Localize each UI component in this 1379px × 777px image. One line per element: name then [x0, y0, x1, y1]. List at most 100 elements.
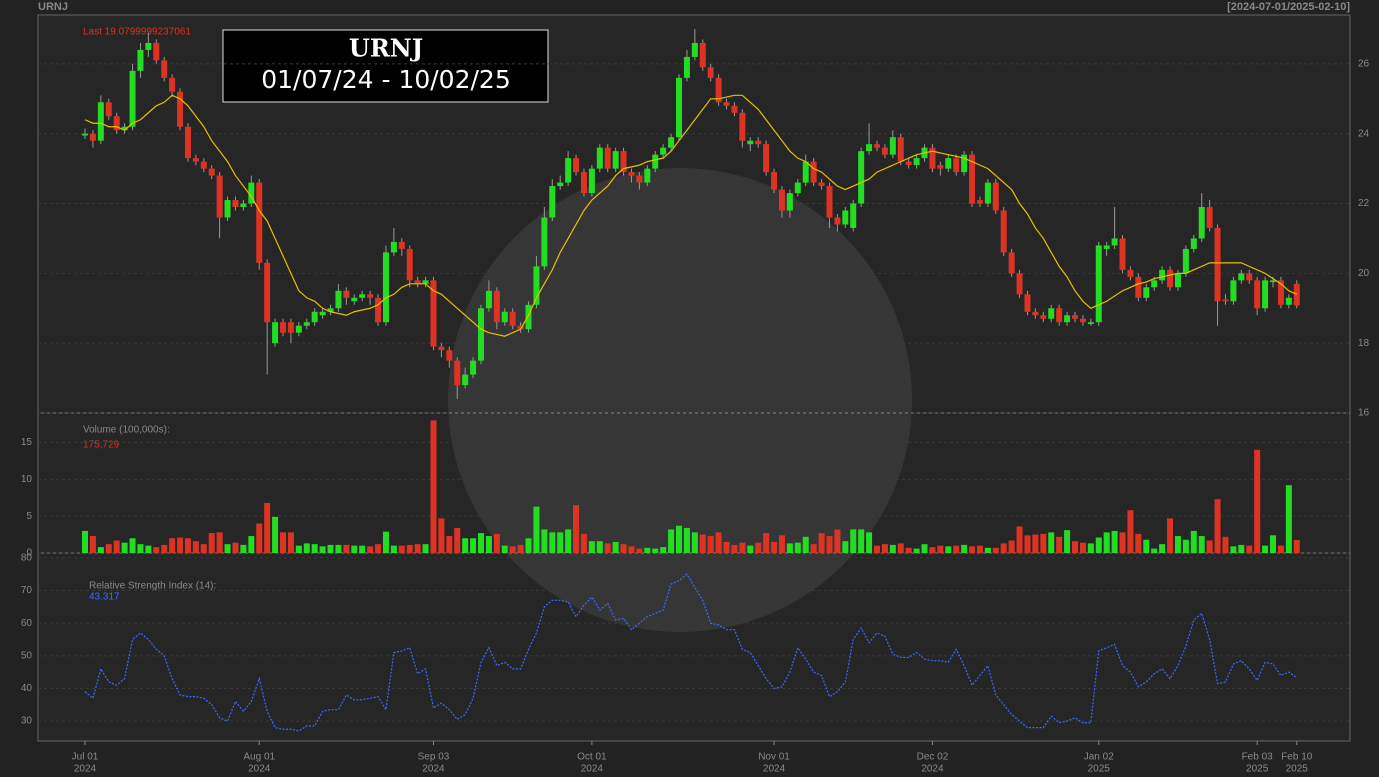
volume-bar: [889, 544, 896, 553]
candle-body: [897, 137, 904, 162]
candle-body: [858, 151, 865, 204]
volume-bar: [406, 544, 413, 553]
volume-bar: [683, 527, 690, 553]
volume-bar: [1230, 546, 1237, 553]
volume-bar: [921, 544, 928, 553]
volume-bar: [89, 536, 96, 553]
volume-bar: [1246, 545, 1253, 553]
volume-bar: [287, 532, 294, 553]
volume-bar: [351, 545, 358, 553]
candle-body: [525, 304, 532, 330]
volume-bar: [1159, 544, 1166, 553]
candle-body: [129, 70, 136, 127]
candle-body: [992, 182, 999, 211]
volume-bar: [794, 542, 801, 553]
candle-body: [137, 49, 144, 71]
volume-bar: [1254, 449, 1261, 553]
candle-body: [343, 290, 350, 298]
candle-body: [1293, 283, 1300, 306]
rsi-title: Relative Strength Index (14):: [89, 581, 216, 592]
x-tick-label: Feb 03: [1242, 752, 1274, 763]
candle-body: [889, 137, 896, 155]
candle-body: [216, 175, 223, 218]
candle-body: [89, 133, 96, 141]
volume-bar: [1222, 536, 1229, 553]
volume-bar: [240, 544, 247, 553]
volume-bar: [525, 538, 532, 553]
volume-bar: [1293, 540, 1300, 553]
volume-bar: [573, 505, 580, 553]
volume-bar: [121, 542, 128, 553]
candle-body: [1222, 299, 1229, 302]
volume-bar: [359, 545, 366, 553]
volume-bar: [826, 536, 833, 553]
candle-body: [105, 102, 112, 117]
candle-body: [485, 290, 492, 309]
candle-body: [335, 290, 342, 309]
x-tick-label: Feb 10: [1281, 752, 1313, 763]
volume-bar: [184, 538, 191, 553]
x-tick-year: 2024: [74, 764, 97, 775]
candle-body: [1190, 238, 1197, 249]
candle-body: [1008, 252, 1015, 274]
candle-body: [1040, 315, 1047, 319]
volume-bar: [367, 546, 374, 553]
candle-body: [153, 42, 160, 61]
volume-bar: [1072, 541, 1078, 553]
volume-bar: [652, 548, 659, 553]
volume-bar: [961, 544, 968, 553]
candle-body: [478, 308, 484, 361]
volume-bar: [620, 544, 627, 553]
volume-bar: [1064, 530, 1071, 553]
volume-bar: [1285, 485, 1292, 553]
volume-bar: [858, 529, 865, 553]
candle-body: [668, 137, 675, 148]
candle-body: [676, 77, 682, 138]
volume-bar: [834, 529, 841, 553]
candle-body: [1174, 273, 1181, 288]
volume-bar: [549, 532, 556, 553]
x-tick-label: Jan 02: [1084, 752, 1114, 763]
y-tick-label: 26: [1358, 59, 1370, 70]
volume-bar: [842, 541, 849, 553]
rsi-line: [84, 573, 1298, 732]
candle-body: [755, 140, 762, 145]
volume-bar: [1270, 535, 1276, 553]
candle-body: [604, 147, 611, 169]
candle-body: [1182, 248, 1189, 274]
candle-body: [573, 158, 580, 173]
volume-bar: [580, 533, 587, 553]
volume-bar: [1024, 535, 1031, 553]
candle-body: [929, 147, 936, 169]
volume-bar: [280, 532, 286, 553]
volume-bar: [628, 546, 635, 553]
candle-body: [794, 182, 801, 194]
candle-body: [1270, 280, 1276, 283]
candle-body: [874, 144, 880, 148]
y-tick-label: 0: [26, 548, 32, 559]
volume-bar: [810, 544, 817, 553]
volume-bar: [802, 536, 809, 553]
candle-body: [961, 154, 968, 173]
volume-bar: [97, 547, 104, 553]
candle-body: [612, 151, 619, 169]
rsi-label: 43.317: [89, 592, 120, 603]
x-tick-label: Nov 01: [758, 752, 790, 763]
x-tick-label: Oct 01: [577, 752, 607, 763]
candle-body: [723, 102, 730, 106]
candle-body: [406, 248, 413, 281]
candle-body: [208, 168, 215, 176]
candle-body: [359, 294, 366, 298]
candle-body: [232, 200, 239, 208]
candle-body: [470, 360, 477, 375]
candle-body: [905, 161, 912, 166]
volume-bar: [604, 543, 611, 553]
candle-body: [177, 91, 184, 127]
date-range: [2024-07-01/2025-02-10]: [1227, 1, 1350, 13]
y-tick-label: 70: [21, 585, 33, 596]
volume-bar: [1087, 543, 1094, 553]
candle-body: [778, 189, 785, 211]
volume-bar: [636, 548, 643, 553]
candle-body: [240, 203, 247, 208]
